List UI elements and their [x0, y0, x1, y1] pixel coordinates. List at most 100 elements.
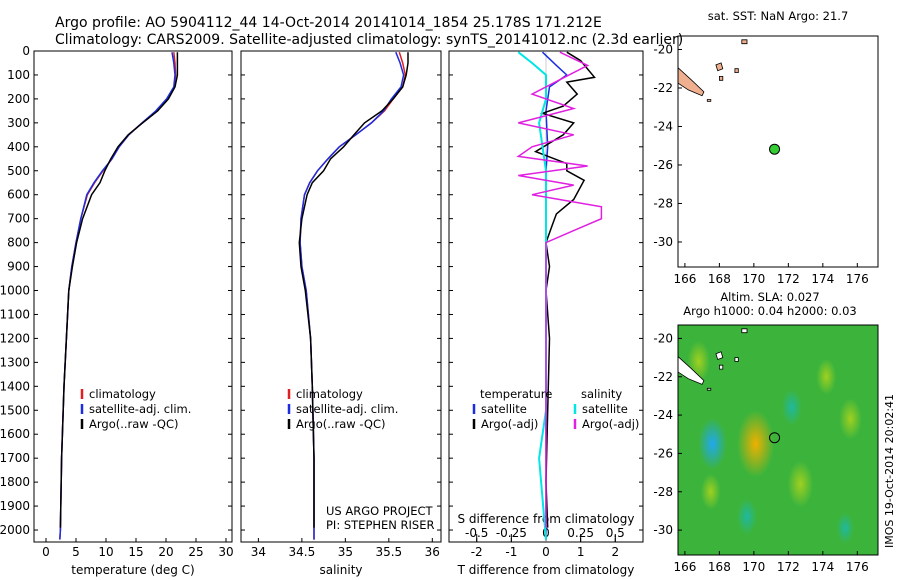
xtick-top-label: -0.5 [465, 526, 488, 540]
legend-label-T-argo: Argo(-adj) [481, 417, 538, 431]
sst-title: sat. SST: NaN Argo: 21.7 [708, 9, 849, 23]
map-sst: 166 168 170 172 174 176 -20 -22 -24 -26 -28 -30 sat.… [653, 9, 879, 286]
xtick-label: 172 [777, 272, 800, 286]
panel-temp: 0100200300400500600700800900100011001200… [0, 44, 234, 577]
sla-title-line2: Argo h1000: 0.04 h2000: 0.03 [683, 304, 856, 318]
land-0 [678, 355, 705, 385]
map-area [678, 325, 878, 555]
xtick-label: 0 [42, 545, 50, 559]
xtick-label: 166 [673, 272, 696, 286]
ytick-label: 500 [7, 164, 30, 178]
ytick-label: 600 [7, 188, 30, 202]
header-line2: Climatology: CARS2009. Satellite-adjuste… [55, 32, 683, 48]
xtick-top-label: 0.25 [567, 526, 594, 540]
header-line1: Argo profile: AO 5904112_44 14-Oct-2014 … [55, 15, 602, 31]
ytick-label: 1800 [0, 475, 30, 489]
ytick-label: 1300 [0, 355, 30, 369]
legend-label-climatology: climatology [89, 387, 156, 401]
sla-title-line1: Altim. SLA: 0.027 [720, 290, 819, 304]
xtick-label: 10 [98, 545, 113, 559]
xtick-label: 2 [611, 545, 619, 559]
ytick-label: 400 [7, 140, 30, 154]
sla-anomaly [698, 418, 727, 470]
map-frame [677, 35, 879, 268]
sla-anomaly [787, 461, 814, 508]
ytick-label: -28 [653, 485, 673, 499]
legend-label-satellite: satellite-adj. clim. [89, 402, 191, 416]
pi-label: PI: STEPHEN RISER [326, 518, 435, 532]
land-2 [719, 364, 724, 370]
land-3 [734, 68, 739, 73]
legend-label-S-argo_S: Argo(-adj) [582, 417, 639, 431]
series-argo_S [516, 51, 603, 528]
xtick-label: 35 [338, 545, 353, 559]
sla-anomaly [839, 398, 862, 440]
float-marker [769, 432, 781, 444]
ytick-label: -22 [653, 81, 673, 95]
xtick-label: 170 [742, 272, 765, 286]
series-argo [298, 52, 409, 528]
land-5 [741, 39, 748, 45]
xtick-label: 34 [251, 545, 266, 559]
ytick-label: 1600 [0, 427, 30, 441]
ytick-label: -26 [653, 158, 673, 172]
xtick-label: 30 [218, 545, 233, 559]
xaxis-label: T difference from climatology [457, 563, 635, 577]
ytick-label: 1100 [0, 307, 30, 321]
land-2 [719, 76, 724, 81]
sla-anomaly [737, 410, 774, 478]
legend-label-S-sat_S: satellite [582, 402, 628, 416]
credit-text: IMOS 19-Oct-2014 20:02:41 [883, 394, 896, 548]
series-climatology [299, 51, 407, 540]
ytick-label: 300 [7, 116, 30, 130]
map-area [678, 39, 748, 102]
xaxis-label: temperature (deg C) [71, 563, 194, 577]
sla-anomaly [836, 512, 854, 544]
ytick-label: 2000 [0, 523, 30, 537]
legend-title-temperature: temperature [480, 387, 552, 401]
xaxis-label: salinity [319, 563, 362, 577]
ytick-label: 800 [7, 236, 30, 250]
map-sla: 166 168 170 172 174 176 -20 -22 -24 -26 -28 -30 Alti… [653, 290, 879, 574]
series-argo [59, 52, 179, 528]
xtick-label: 1 [577, 545, 585, 559]
land-3 [734, 357, 739, 362]
land-1 [715, 351, 724, 361]
xtick-label: 25 [188, 545, 203, 559]
xtick-label: 166 [673, 560, 696, 574]
ytick-label: -26 [653, 446, 673, 460]
series-argo [533, 51, 596, 528]
ytick-label: 1700 [0, 451, 30, 465]
ytick-label: 900 [7, 260, 30, 274]
legend-title-salinity: salinity [581, 387, 622, 401]
land-4 [706, 99, 712, 102]
land-5 [741, 328, 748, 334]
ytick-label: -22 [653, 370, 673, 384]
ytick-label: 1200 [0, 331, 30, 345]
land-4 [706, 387, 712, 391]
ytick-label: 1900 [0, 499, 30, 513]
xtick-label: -1 [505, 545, 517, 559]
ytick-label: 1500 [0, 403, 30, 417]
ytick-label: -20 [653, 42, 673, 56]
xtick-label: 34.5 [289, 545, 316, 559]
legend-label-satellite: satellite-adj. clim. [296, 402, 398, 416]
ytick-label: -24 [653, 119, 673, 133]
xtick-top-label: -0.25 [496, 526, 527, 540]
panel-sal: 34 34.5 35 35.5 36 salinity climatologysatelli… [240, 50, 442, 577]
ytick-label: -28 [653, 196, 673, 210]
legend-label-argo: Argo(..raw -QC) [89, 417, 179, 431]
series-climatology [59, 52, 177, 540]
ytick-label: 1400 [0, 379, 30, 393]
xtick-label: 174 [811, 560, 834, 574]
xtick-top-label: 0.5 [606, 526, 625, 540]
xtick-label: -2 [471, 545, 483, 559]
legend-label-climatology: climatology [296, 387, 363, 401]
float-marker [769, 143, 781, 155]
xtick-label: 20 [158, 545, 173, 559]
ytick-label: -30 [653, 235, 673, 249]
ytick-label: -24 [653, 408, 673, 422]
ytick-label: 0 [22, 44, 30, 58]
xtick-label: 170 [742, 560, 765, 574]
